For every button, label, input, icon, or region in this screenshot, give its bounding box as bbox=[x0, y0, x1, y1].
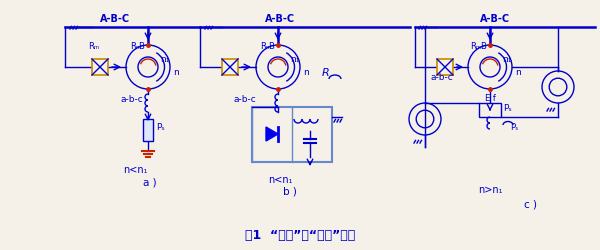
Bar bbox=[222, 60, 238, 76]
Bar bbox=[437, 60, 453, 76]
Text: c ): c ) bbox=[523, 199, 536, 209]
Text: B: B bbox=[480, 42, 486, 51]
Text: n: n bbox=[515, 68, 521, 77]
Text: A-B-C: A-B-C bbox=[265, 14, 295, 24]
Text: n: n bbox=[173, 68, 179, 77]
Text: a-b-c: a-b-c bbox=[120, 95, 143, 104]
Text: E f: E f bbox=[485, 94, 496, 102]
Text: Pₛ: Pₛ bbox=[156, 123, 165, 132]
Text: Rₘ: Rₘ bbox=[260, 42, 271, 51]
Text: n<n₁: n<n₁ bbox=[268, 174, 292, 184]
Text: Rₘ: Rₘ bbox=[130, 42, 141, 51]
Text: Pₛ: Pₛ bbox=[503, 104, 512, 113]
Bar bbox=[92, 60, 108, 76]
Text: Rₘ: Rₘ bbox=[470, 42, 481, 51]
Text: B: B bbox=[268, 42, 274, 51]
Text: b ): b ) bbox=[283, 186, 297, 196]
Text: B: B bbox=[138, 42, 144, 51]
Text: n₁: n₁ bbox=[290, 55, 299, 64]
Text: Rₘ: Rₘ bbox=[88, 42, 99, 51]
Text: A-B-C: A-B-C bbox=[480, 14, 510, 24]
Text: R: R bbox=[322, 68, 330, 78]
Text: n₁: n₁ bbox=[502, 55, 511, 64]
Text: n₁: n₁ bbox=[160, 55, 169, 64]
Bar bbox=[143, 120, 153, 142]
Text: a-b-c: a-b-c bbox=[233, 95, 256, 104]
Polygon shape bbox=[266, 128, 278, 141]
Text: n>n₁: n>n₁ bbox=[478, 184, 502, 194]
Text: a ): a ) bbox=[143, 177, 157, 187]
Text: 图1  “单馈”与“双馈”电机: 图1 “单馈”与“双馈”电机 bbox=[245, 228, 355, 241]
Text: a-b-c: a-b-c bbox=[430, 73, 453, 82]
Text: Pₛ: Pₛ bbox=[510, 122, 518, 132]
Text: n: n bbox=[303, 68, 309, 77]
Text: n<n₁: n<n₁ bbox=[123, 164, 148, 174]
Bar bbox=[252, 108, 332, 162]
Text: A-B-C: A-B-C bbox=[100, 14, 130, 24]
Bar bbox=[479, 104, 501, 118]
